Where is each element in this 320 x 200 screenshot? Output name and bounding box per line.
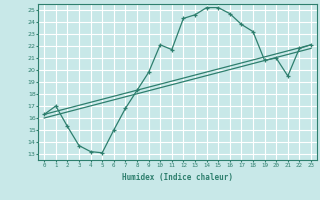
X-axis label: Humidex (Indice chaleur): Humidex (Indice chaleur) — [122, 173, 233, 182]
